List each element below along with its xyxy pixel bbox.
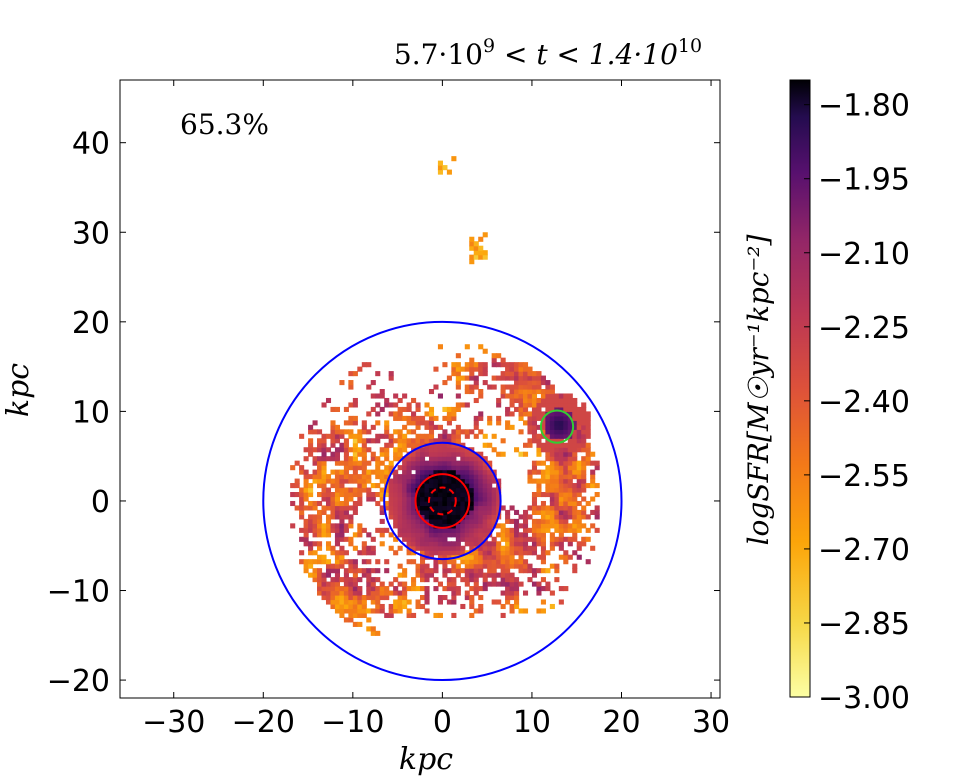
chart-title: 5.7·109 < t < 1.4·1010 (394, 35, 702, 71)
core-dashed-circle (427, 486, 457, 516)
heatmap (290, 156, 600, 636)
x-tick-label: −30 (142, 705, 205, 740)
y-axis-label: kpc (1, 363, 36, 417)
colorbar-tick-label: −2.55 (818, 459, 910, 494)
colorbar-tick-label: −3.00 (818, 681, 910, 716)
aperture-circles (262, 320, 623, 682)
x-tick-label: 20 (602, 705, 640, 740)
x-tick-label: −10 (321, 705, 384, 740)
colorbar-tick-label: −2.85 (818, 607, 910, 642)
title-exp-a: 9 (483, 35, 495, 57)
y-tick-label: −20 (47, 664, 110, 699)
y-tick-label: 10 (72, 395, 110, 430)
y-tick-label: −10 (47, 575, 110, 610)
x-tick-label: 10 (513, 705, 551, 740)
y-tick-label: 0 (91, 485, 110, 520)
colorbar-tick-label: −2.40 (818, 385, 910, 420)
fraction-annotation: 65.3% (180, 108, 269, 141)
title-part-a: 5.7·10 (394, 38, 483, 71)
x-axis-label: kpc (399, 742, 453, 777)
colorbar-tick-label: −2.10 (818, 237, 910, 272)
plot-frame (119, 79, 721, 699)
colorbar-tick-label: −1.95 (818, 163, 910, 198)
colorbar-tick-label: −2.25 (818, 311, 910, 346)
y-tick-label: 20 (72, 306, 110, 341)
colorbar (789, 79, 811, 698)
clump-circle (539, 409, 575, 444)
outer-circle (262, 320, 623, 682)
y-axis-ticks: −20 −10 0 10 20 30 40 (47, 127, 720, 699)
x-axis-ticks: −30 −20 −10 0 10 20 30 (142, 80, 730, 740)
inner-circle (383, 441, 502, 561)
core-circle (414, 473, 471, 529)
x-tick-label: 30 (692, 705, 730, 740)
colorbar-ticks: −1.80 −1.95 −2.10 −2.25 −2.40 −2.55 −2.70 −2.85… (804, 89, 910, 716)
x-tick-label: −20 (232, 705, 295, 740)
title-part-mid: < t < 1.4·10 (495, 38, 678, 71)
y-tick-label: 40 (72, 127, 110, 162)
y-tick-label: 30 (72, 216, 110, 251)
colorbar-tick-label: −2.70 (818, 533, 910, 568)
title-exp-b: 10 (678, 35, 702, 57)
colorbar-tick-label: −1.80 (818, 89, 910, 124)
x-tick-label: 0 (433, 705, 452, 740)
colorbar-label: logSFR[M☉yr⁻¹kpc⁻²] (742, 235, 775, 546)
